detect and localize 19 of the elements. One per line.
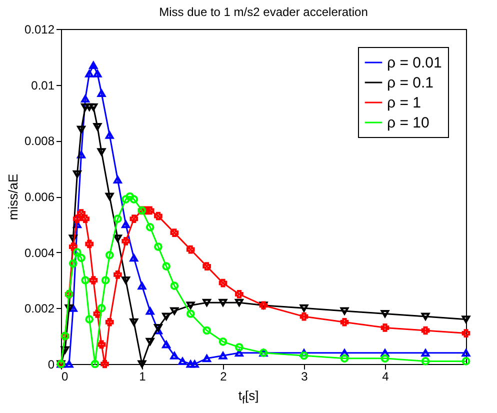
y-tick-label: 0.01 (31, 78, 55, 92)
chart-title: Miss due to 1 m/s2 evader acceleration (159, 5, 368, 19)
legend-label: ρ = 1 (387, 94, 421, 112)
x-tick-label: 4 (382, 370, 390, 384)
y-axis-title: miss/aE (5, 174, 20, 220)
x-tick-label: 0 (62, 370, 68, 384)
legend-label: ρ = 0.1 (387, 74, 434, 92)
y-tick-label: 0.004 (24, 246, 55, 260)
x-axis-title: t$_{f}$[s] (237, 388, 260, 407)
y-tick-label: 0.006 (24, 190, 55, 204)
x-tick-label: 2 (220, 370, 228, 384)
legend-label: ρ = 10 (387, 114, 430, 132)
legend-label: ρ = 0.01 (387, 54, 442, 72)
y-tick-label: 0.012 (24, 22, 55, 36)
x-tick-label: 3 (301, 370, 308, 384)
y-tick-label: 0 (48, 358, 55, 372)
y-tick-label: 0.008 (24, 134, 55, 148)
y-tick-label: 0.002 (24, 302, 55, 316)
x-tick-label: 1 (139, 370, 146, 384)
